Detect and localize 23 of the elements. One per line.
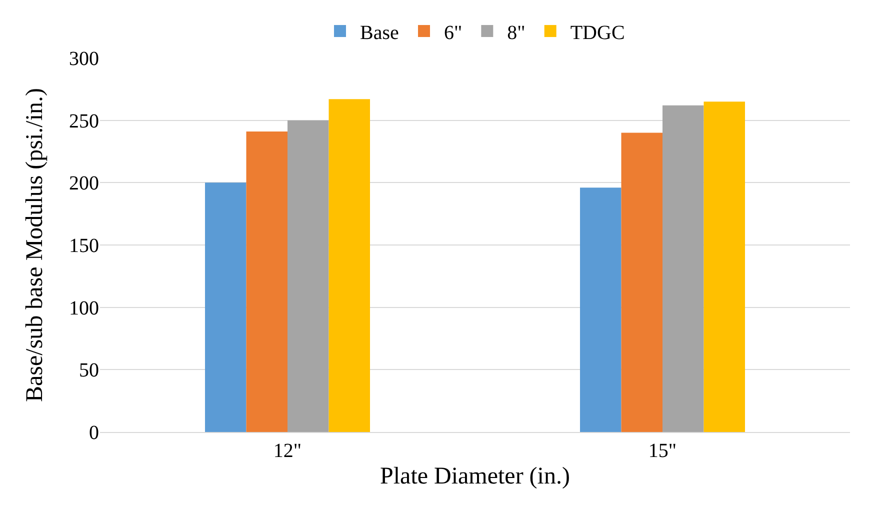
- legend-label: TDGC: [570, 22, 625, 44]
- y-tick-label: 0: [89, 422, 99, 444]
- legend-label: Base: [360, 22, 399, 44]
- bar: [704, 102, 745, 432]
- bar: [662, 105, 704, 432]
- bar: [288, 120, 329, 432]
- x-tick-label: 15": [648, 440, 677, 462]
- y-tick-label: 150: [69, 235, 99, 257]
- y-tick-label: 100: [69, 297, 99, 320]
- bar: [328, 99, 370, 432]
- y-tick-label: 300: [69, 48, 99, 70]
- bar: [205, 182, 246, 432]
- bar: [246, 132, 288, 432]
- legend-label: 6": [444, 22, 462, 44]
- y-tick-label: 250: [69, 110, 99, 132]
- y-tick-label: 50: [79, 360, 99, 382]
- y-axis-title: Base/sub base Modulus (psi./in.): [22, 88, 48, 402]
- x-tick-label: 12": [273, 440, 302, 462]
- bar: [580, 188, 622, 432]
- legend-label: 8": [507, 22, 526, 44]
- x-axis-title: Plate Diameter (in.): [380, 463, 570, 490]
- y-tick-label: 200: [69, 172, 99, 195]
- bar: [621, 132, 662, 432]
